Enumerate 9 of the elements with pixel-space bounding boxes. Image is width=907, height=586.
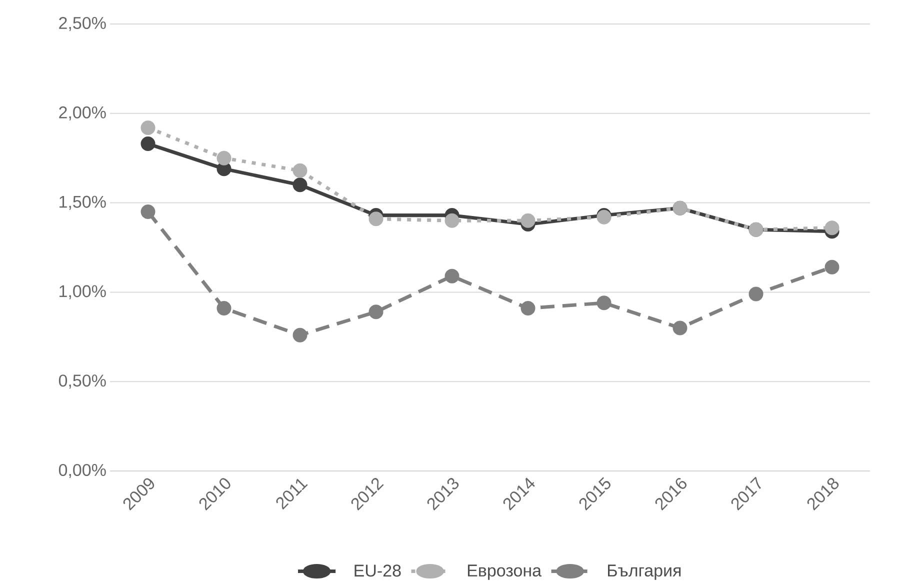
- y-tick-label: 0,00%: [58, 464, 106, 478]
- legend-label: EU-28: [354, 564, 401, 577]
- y-tick-label: 0,50%: [58, 374, 106, 389]
- legend-label: България: [608, 564, 681, 580]
- y-tick-label: 1,50%: [60, 196, 106, 210]
- y-tick-label: 2,50%: [59, 16, 106, 32]
- legend-label: Еврозона: [468, 564, 542, 580]
- y-tick-label: 2,00%: [59, 106, 106, 120]
- y-tick-label: 1,00%: [60, 285, 106, 300]
